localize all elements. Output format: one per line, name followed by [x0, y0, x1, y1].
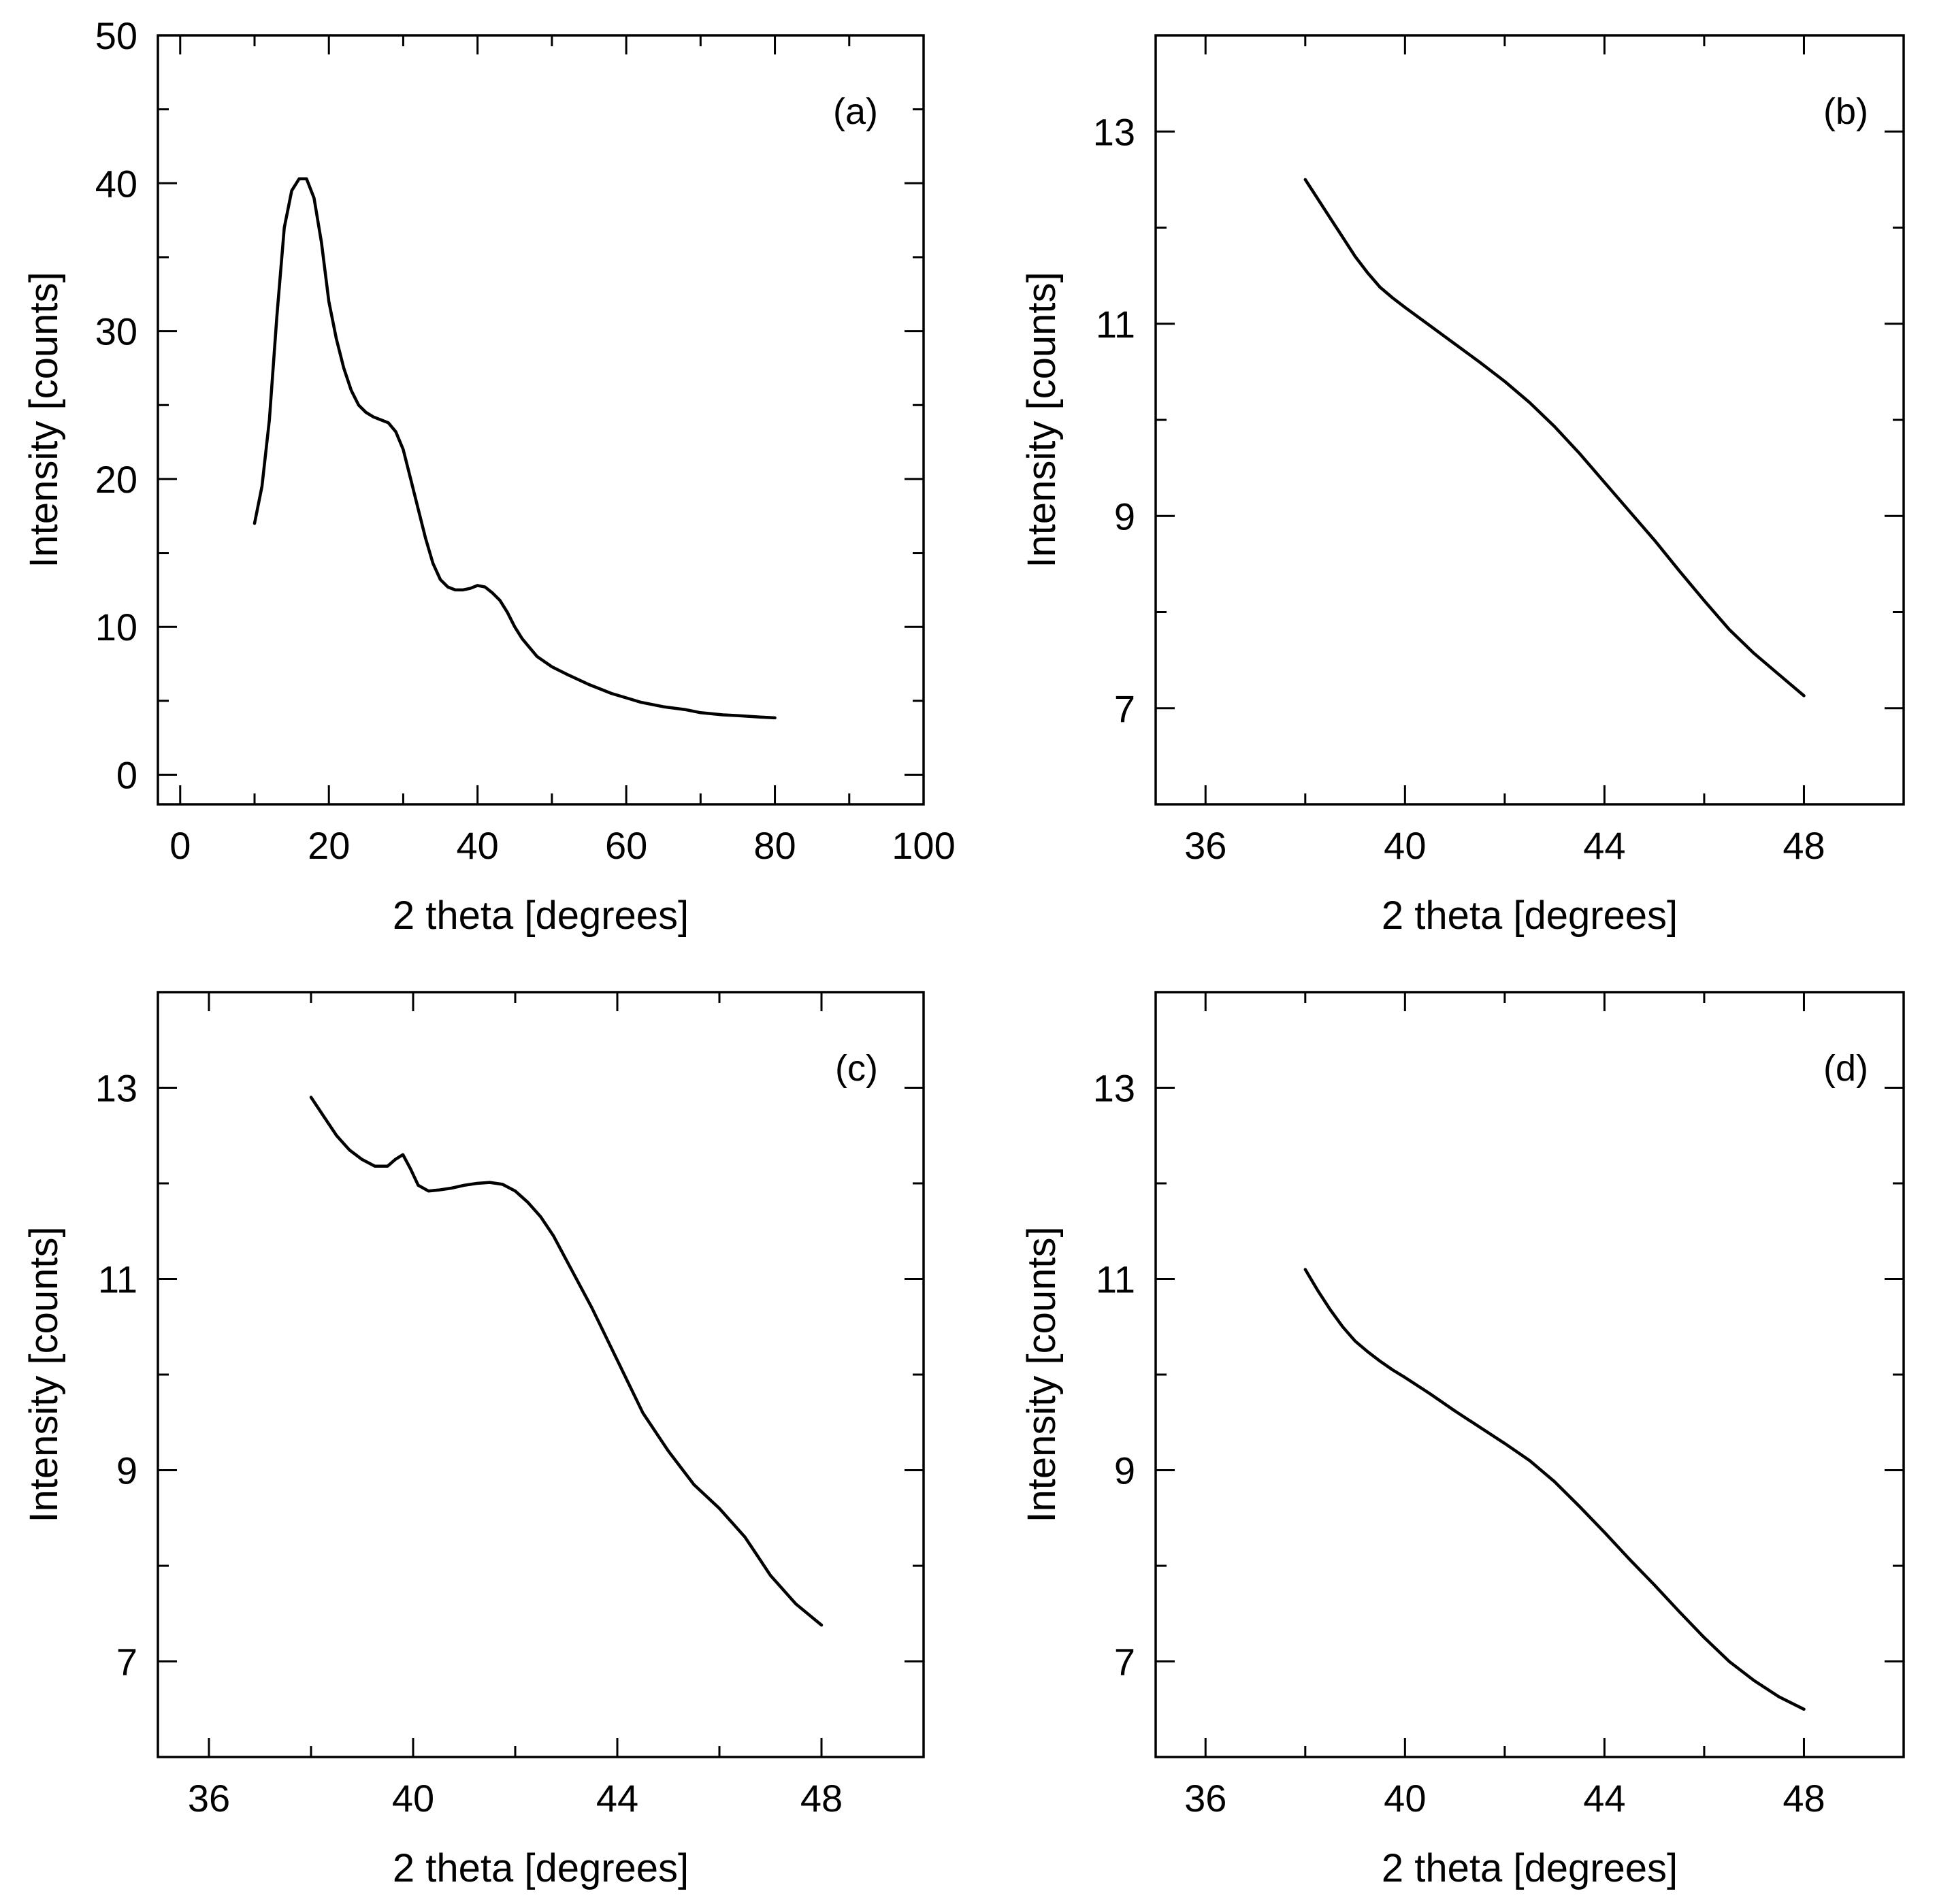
- panel-d: 36 40 44 48 7 9 11 13 2 theta [degrees] Intensity…: [1020, 991, 1905, 1890]
- x-tick-label: 40: [1384, 1777, 1426, 1820]
- y-tick-label: 13: [1093, 1067, 1135, 1110]
- plot-frame: [157, 991, 925, 1758]
- y-axis-label: Intensity [counts]: [1020, 1226, 1064, 1522]
- y-tick-label: 7: [1114, 687, 1135, 730]
- x-tick-label: 20: [308, 824, 350, 867]
- x-tick-label: 36: [1184, 824, 1226, 867]
- x-tick-label: 100: [892, 824, 955, 867]
- panel-label: (b): [1823, 91, 1868, 132]
- y-tick-label: 11: [1096, 303, 1135, 346]
- x-tick-label: 44: [596, 1777, 638, 1820]
- panel-c: 36 40 44 48 7 9 11 13 2 theta [degrees] Intensity…: [22, 991, 925, 1890]
- plot-frame: [1154, 991, 1905, 1758]
- x-tick-label: 48: [1783, 824, 1825, 867]
- y-tick-label: 30: [95, 310, 137, 353]
- y-tick-label: 7: [116, 1641, 137, 1684]
- x-tick-label: 36: [188, 1777, 230, 1820]
- y-tick-label: 9: [1114, 495, 1135, 538]
- y-tick-label: 9: [116, 1449, 137, 1492]
- y-axis-label: Intensity [counts]: [22, 272, 66, 568]
- x-axis-label: 2 theta [degrees]: [393, 893, 689, 938]
- y-tick-label: 50: [95, 14, 137, 57]
- y-tick-label: 10: [95, 606, 137, 649]
- y-tick-label: 13: [95, 1067, 137, 1110]
- panel-b: 36 40 44 48 7 9 11 13 2 theta [degrees] Intensity…: [1020, 34, 1905, 938]
- y-tick-label: 20: [95, 458, 137, 501]
- x-tick-label: 48: [1783, 1777, 1825, 1820]
- x-tick-label: 36: [1184, 1777, 1226, 1820]
- plot-frame: [1154, 34, 1905, 806]
- x-tick-label: 60: [605, 824, 647, 867]
- x-axis-label: 2 theta [degrees]: [393, 1846, 689, 1890]
- plot-frame: [157, 34, 925, 806]
- x-tick-label: 80: [753, 824, 796, 867]
- panel-label: (a): [833, 91, 878, 132]
- x-tick-label: 40: [1384, 824, 1426, 867]
- y-tick-label: 11: [98, 1258, 137, 1301]
- y-tick-label: 11: [1096, 1258, 1135, 1301]
- x-tick-label: 44: [1583, 1777, 1625, 1820]
- y-tick-label: 13: [1093, 110, 1135, 153]
- panel-a: 0 20 40 60 80 100 0 10 20 30 40 50 2 theta [degrees]…: [22, 14, 956, 938]
- x-tick-label: 40: [457, 824, 499, 867]
- data-line: [1303, 1268, 1806, 1711]
- y-tick-label: 7: [1114, 1641, 1135, 1684]
- y-axis-label: Intensity [counts]: [1020, 272, 1064, 568]
- x-axis-label: 2 theta [degrees]: [1382, 893, 1678, 938]
- panel-label: (d): [1823, 1048, 1868, 1089]
- data-line: [1303, 178, 1806, 697]
- y-tick-label: 0: [116, 754, 137, 797]
- y-tick-label: 9: [1114, 1449, 1135, 1492]
- x-tick-label: 0: [169, 824, 191, 867]
- x-tick-label: 44: [1583, 824, 1625, 867]
- x-axis-label: 2 theta [degrees]: [1382, 1846, 1678, 1890]
- y-tick-label: 40: [95, 162, 137, 205]
- data-line: [309, 1096, 824, 1627]
- panel-label: (c): [835, 1048, 878, 1089]
- x-tick-label: 48: [800, 1777, 843, 1820]
- data-line: [253, 177, 777, 720]
- y-axis-label: Intensity [counts]: [22, 1226, 66, 1522]
- x-tick-label: 40: [392, 1777, 434, 1820]
